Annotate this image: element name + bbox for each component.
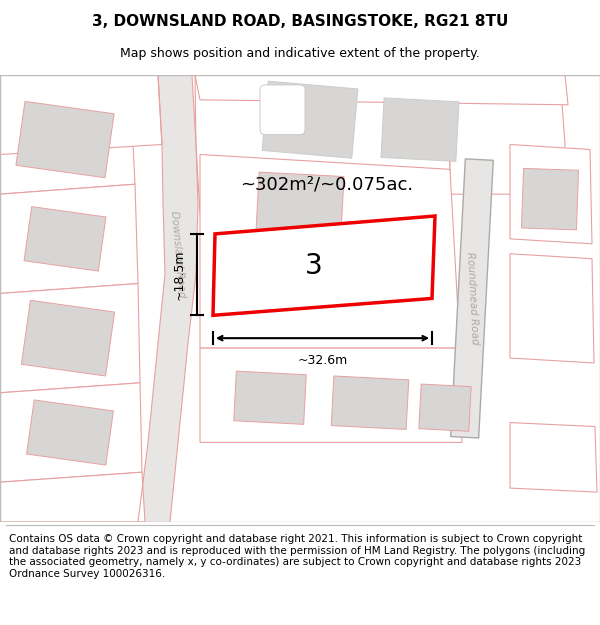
Text: ~302m²/~0.075ac.: ~302m²/~0.075ac. [240, 175, 413, 193]
Text: ~32.6m: ~32.6m [298, 354, 347, 366]
Polygon shape [350, 75, 565, 194]
Polygon shape [0, 75, 162, 154]
Text: Downsland Road: Downsland Road [169, 210, 187, 298]
Text: Contains OS data © Crown copyright and database right 2021. This information is : Contains OS data © Crown copyright and d… [9, 534, 585, 579]
Polygon shape [451, 159, 493, 438]
Polygon shape [0, 284, 140, 392]
Polygon shape [0, 383, 142, 482]
FancyBboxPatch shape [260, 85, 305, 134]
Text: Roundmead Road: Roundmead Road [464, 252, 479, 345]
Polygon shape [138, 75, 198, 522]
Text: Map shows position and indicative extent of the property.: Map shows position and indicative extent… [120, 48, 480, 61]
Polygon shape [256, 172, 344, 236]
Polygon shape [0, 184, 138, 294]
Polygon shape [24, 207, 106, 271]
Polygon shape [195, 75, 450, 219]
Polygon shape [521, 168, 578, 230]
Text: 3, DOWNSLAND ROAD, BASINGSTOKE, RG21 8TU: 3, DOWNSLAND ROAD, BASINGSTOKE, RG21 8TU [92, 14, 508, 29]
Polygon shape [510, 422, 597, 492]
Polygon shape [200, 348, 462, 442]
Polygon shape [26, 400, 113, 465]
Polygon shape [510, 144, 592, 244]
Text: ~18.5m: ~18.5m [173, 249, 185, 300]
Polygon shape [16, 101, 114, 178]
Polygon shape [0, 85, 135, 194]
Polygon shape [195, 75, 568, 105]
Polygon shape [22, 301, 115, 376]
Polygon shape [234, 371, 306, 424]
Polygon shape [200, 154, 460, 348]
Polygon shape [331, 376, 409, 429]
Polygon shape [213, 216, 435, 316]
Polygon shape [0, 472, 145, 522]
Text: 3: 3 [305, 252, 323, 280]
Polygon shape [381, 98, 459, 161]
Polygon shape [510, 254, 594, 363]
Polygon shape [262, 81, 358, 158]
Polygon shape [419, 384, 471, 431]
